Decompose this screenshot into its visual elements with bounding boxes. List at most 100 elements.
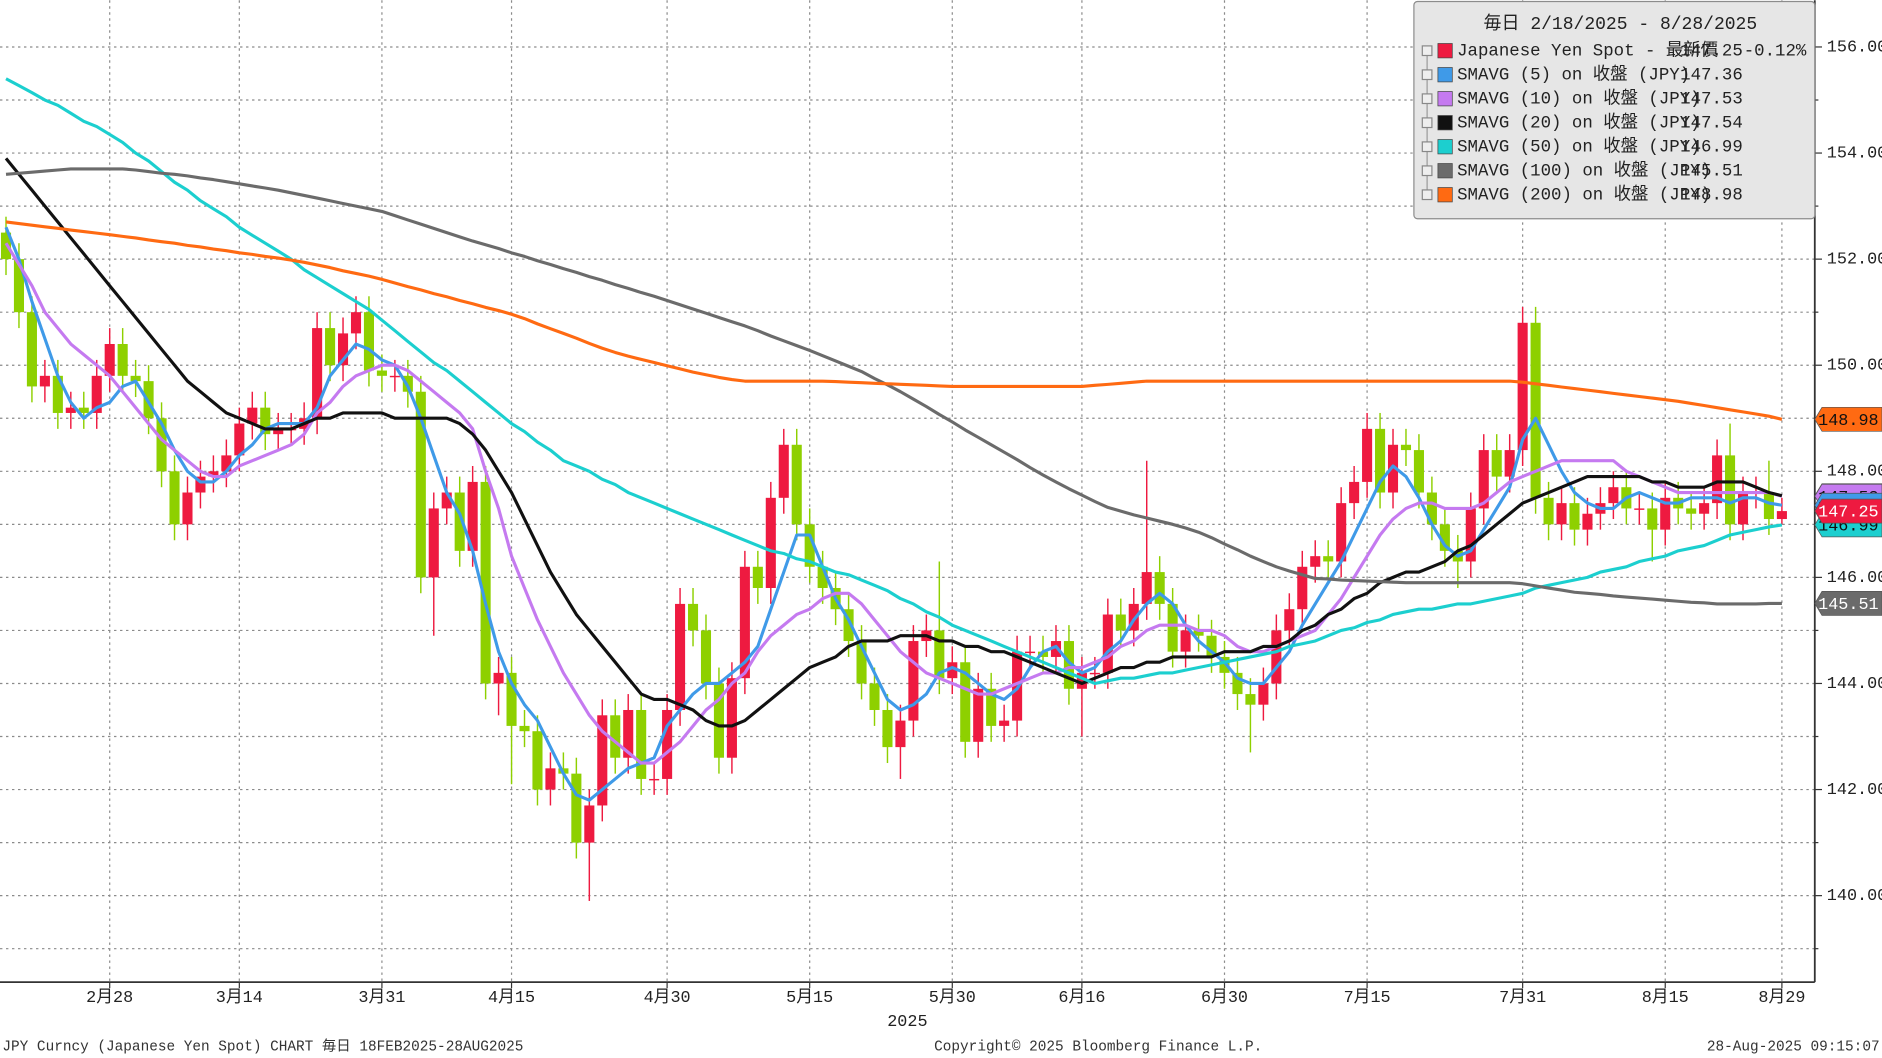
- legend-label: Japanese Yen Spot - 最新價: [1457, 40, 1718, 61]
- price-tag: [1814, 498, 1882, 524]
- candle-body: [532, 731, 543, 790]
- candle-body: [376, 370, 387, 376]
- legend-swatch: [1437, 91, 1453, 107]
- candle-body: [389, 375, 400, 378]
- candle-body: [117, 344, 128, 376]
- candle-body: [312, 328, 323, 419]
- candle-body: [908, 641, 919, 721]
- candle-body: [156, 418, 167, 472]
- candle-body: [1582, 513, 1593, 530]
- candle-body: [1712, 455, 1723, 504]
- candle-body: [1491, 450, 1502, 477]
- candle-body: [973, 688, 984, 742]
- legend-value: 147.25: [1680, 42, 1743, 61]
- x-tick-label: 7月15: [1344, 988, 1391, 1008]
- candle-body: [856, 641, 867, 684]
- candle-body: [1737, 492, 1749, 525]
- ma-line: [5, 220, 1783, 421]
- y-tick-label: 154.00: [1827, 144, 1882, 163]
- x-axis-year: 2025: [887, 1013, 927, 1032]
- candle-body: [467, 481, 478, 551]
- legend-label: SMAVG (10) on 收盤 (JPY): [1457, 88, 1701, 109]
- candle-body: [1310, 556, 1321, 567]
- legend-change: -0.12%: [1744, 42, 1807, 61]
- candle-body: [1686, 508, 1697, 514]
- candle-body: [52, 375, 63, 413]
- y-tick-label: 156.00: [1827, 38, 1882, 57]
- candle-body: [623, 709, 634, 758]
- ma-line: [5, 167, 1782, 606]
- price-tag: [1814, 591, 1882, 616]
- candle-body: [597, 715, 608, 806]
- candle-body: [1362, 428, 1373, 482]
- candle-body: [662, 709, 673, 779]
- candle-body: [1413, 450, 1424, 493]
- legend-box: [1413, 0, 1816, 220]
- candle-body: [1193, 630, 1204, 636]
- candle-body: [752, 566, 763, 588]
- candle-body: [817, 566, 828, 588]
- candle-body: [1128, 603, 1139, 631]
- candle-body: [350, 312, 362, 334]
- legend-label: SMAVG (100) on 收盤 (JPY): [1457, 160, 1711, 181]
- legend-value: 147.54: [1680, 114, 1743, 133]
- candle-body: [325, 328, 336, 366]
- candle-body: [454, 492, 465, 551]
- candle-body: [882, 709, 893, 748]
- candle-body: [1284, 609, 1295, 631]
- candle-body: [765, 497, 776, 588]
- x-tick-label: 6月30: [1201, 988, 1248, 1008]
- candle-body: [363, 312, 374, 371]
- candle-body: [934, 630, 945, 679]
- candle-body: [169, 471, 180, 525]
- y-tick-label: 150.00: [1827, 357, 1882, 376]
- footer-right: 28-Aug-2025 09:15:07: [1707, 1040, 1880, 1056]
- legend-swatch: [1437, 67, 1453, 83]
- candle-body: [337, 333, 349, 366]
- candle-body: [960, 662, 971, 742]
- candle-body: [1167, 603, 1178, 652]
- candle-body: [649, 778, 660, 781]
- candle-body: [480, 481, 491, 684]
- legend-label: SMAVG (5) on 收盤 (JPY): [1457, 64, 1690, 85]
- candle-body: [843, 609, 854, 642]
- ma-line: [4, 242, 1783, 765]
- candle-body: [1556, 503, 1567, 525]
- candle-body: [1063, 641, 1074, 689]
- candle-body: [441, 492, 452, 509]
- candle-body: [65, 407, 76, 413]
- ma-line: [5, 77, 1783, 686]
- candle-body: [804, 524, 815, 567]
- candle-body: [999, 720, 1010, 726]
- candle-body: [195, 476, 206, 493]
- x-tick-label: 4月30: [644, 988, 691, 1008]
- x-tick-label: 3月14: [216, 988, 263, 1008]
- candle-body: [1387, 444, 1399, 493]
- candle-body: [1543, 497, 1554, 525]
- legend-node: [1421, 117, 1433, 129]
- price-tag-label: 147.25: [1818, 504, 1878, 523]
- candle-body: [247, 407, 258, 424]
- legend-title: 毎日 2/18/2025 - 8/28/2025: [1484, 13, 1758, 35]
- candle-body: [726, 678, 737, 758]
- candle-body: [675, 603, 686, 710]
- legend-node: [1421, 189, 1433, 201]
- candle-body: [182, 492, 193, 525]
- candle-body: [1102, 614, 1113, 673]
- candle-body: [986, 688, 997, 726]
- candle-body: [1245, 694, 1256, 705]
- candle-body: [1076, 672, 1087, 689]
- candle-body: [1206, 635, 1217, 657]
- candle-body: [947, 662, 958, 679]
- candle-body: [1634, 508, 1645, 510]
- legend-value: 145.51: [1680, 162, 1743, 181]
- legend-node: [1421, 69, 1433, 81]
- candle-body: [778, 444, 789, 498]
- x-tick-label: 7月31: [1499, 988, 1546, 1008]
- legend-label: SMAVG (20) on 收盤 (JPY): [1457, 112, 1701, 133]
- candle-body: [1050, 641, 1062, 657]
- candle-body: [1115, 614, 1126, 631]
- x-tick-label: 8月29: [1758, 988, 1805, 1008]
